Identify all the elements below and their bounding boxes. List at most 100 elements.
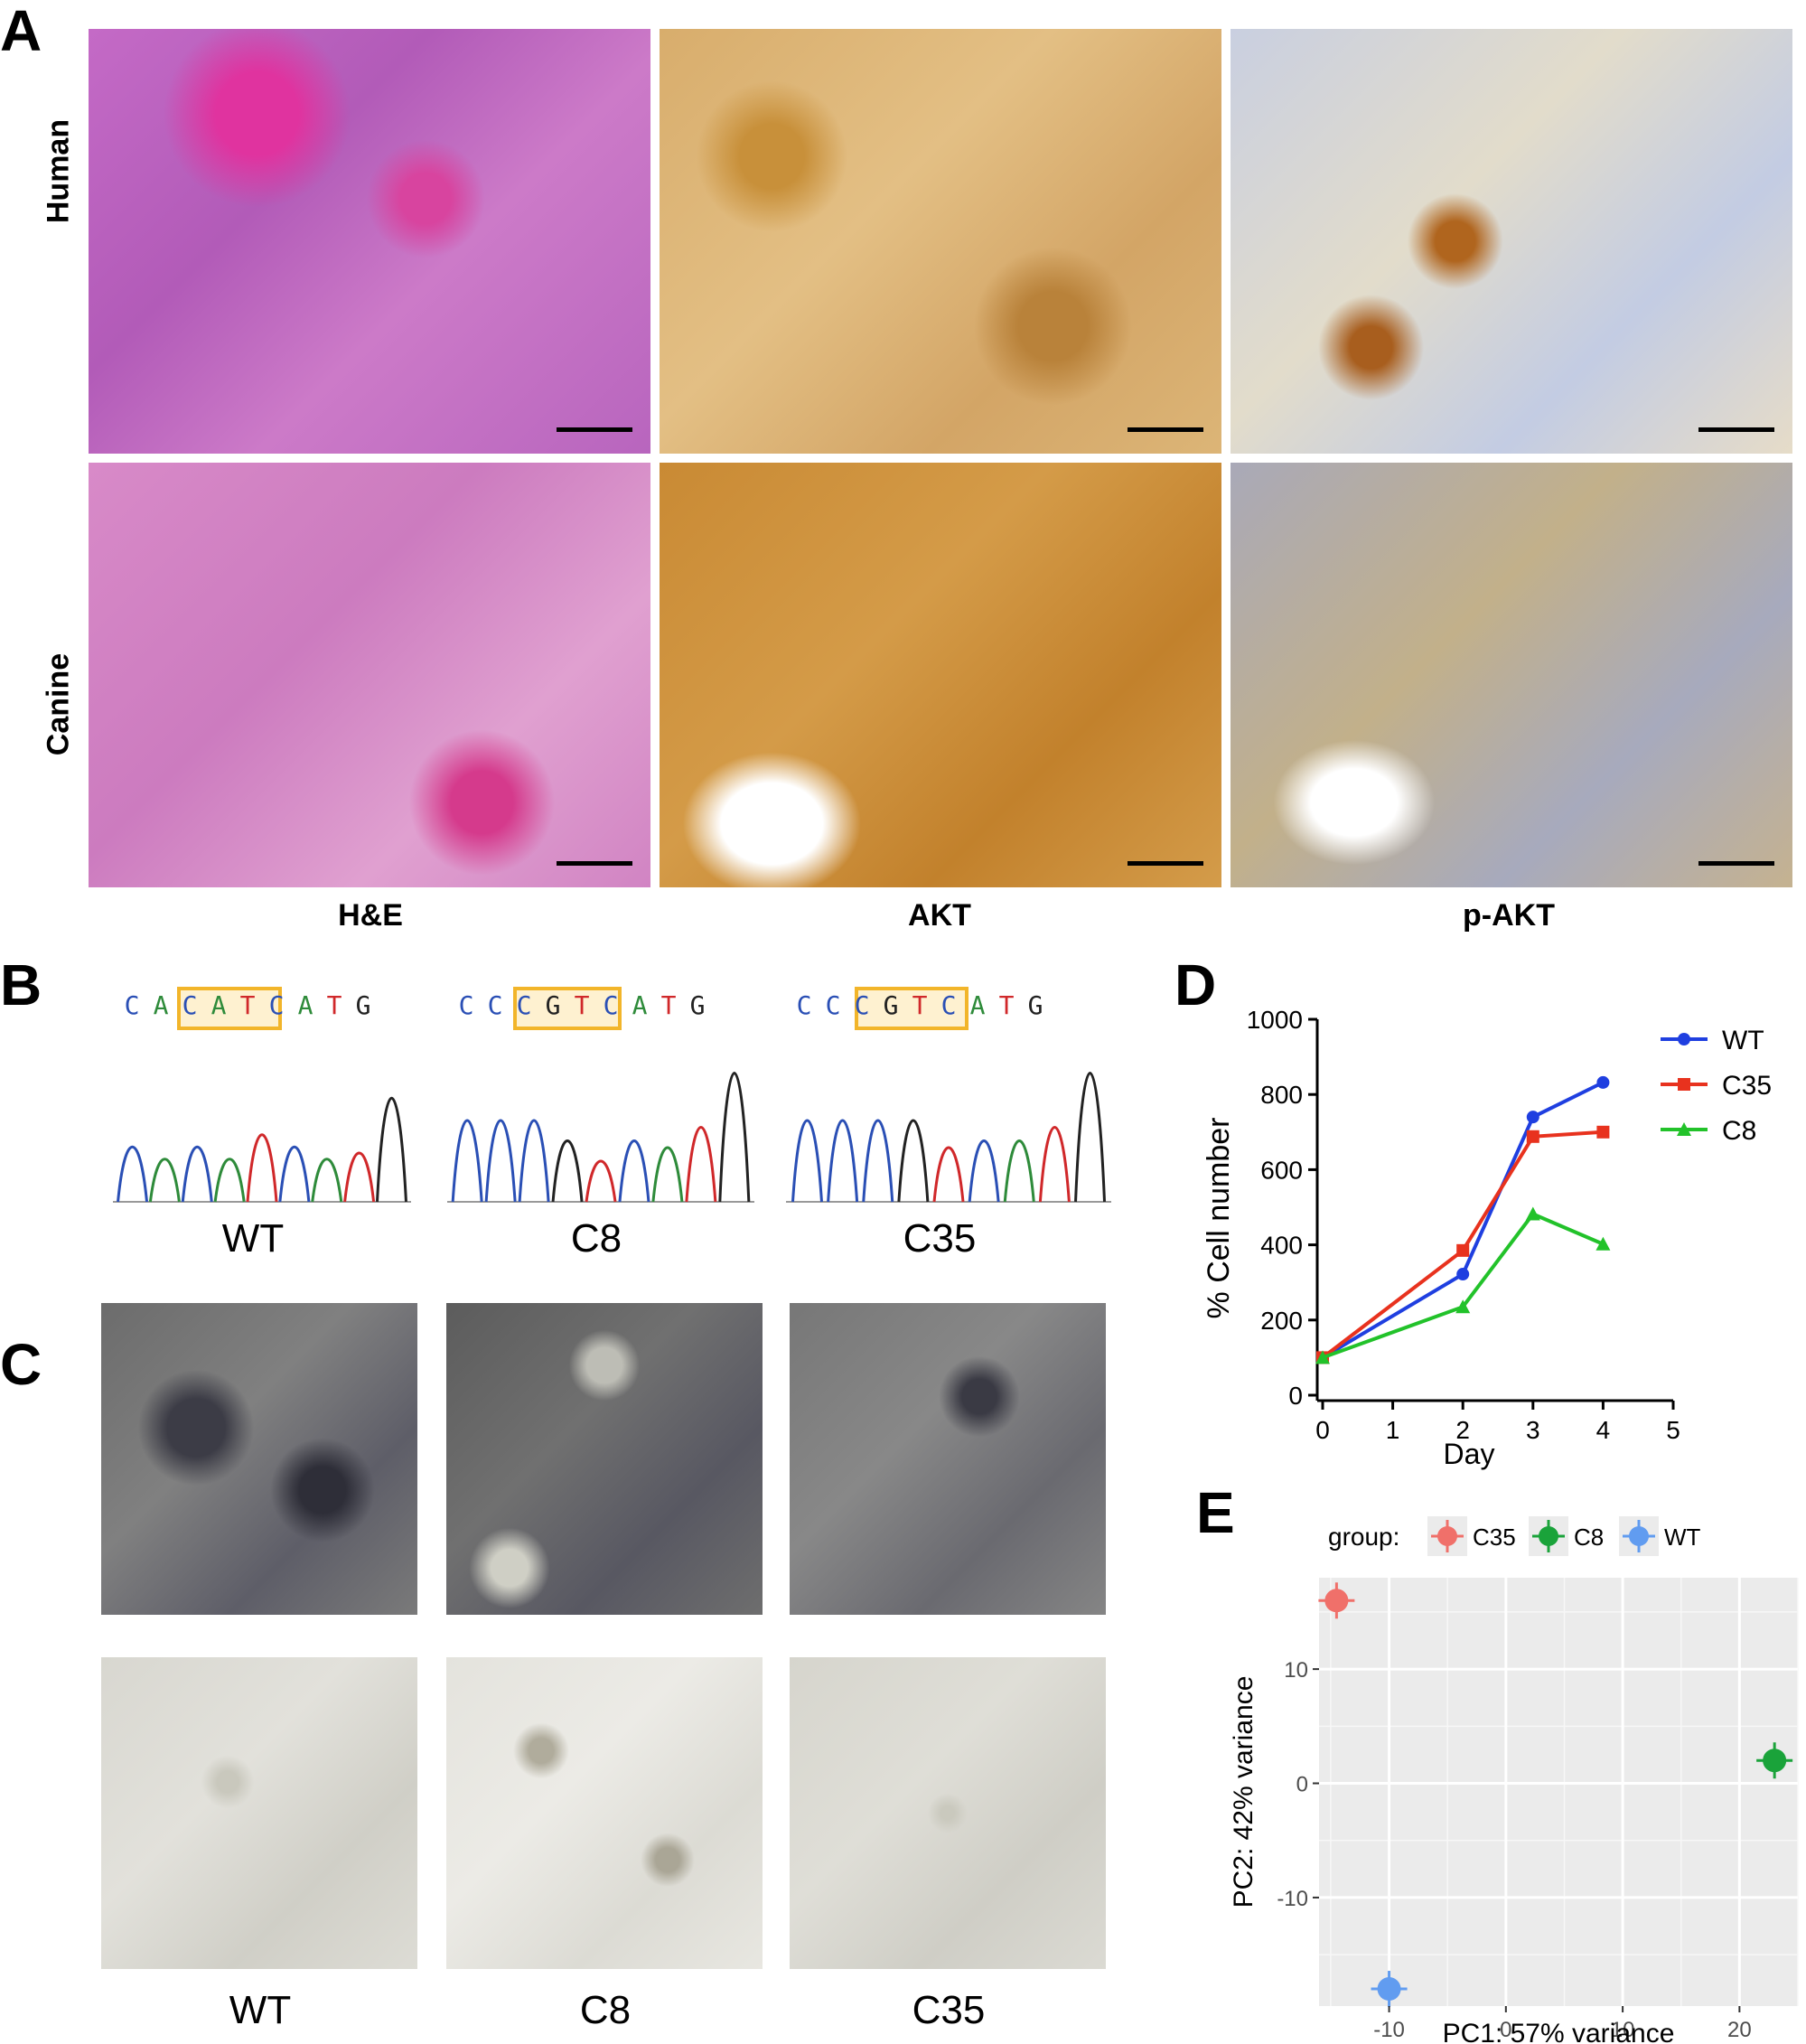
legend-marker [1678, 1033, 1690, 1045]
x-tick-label: 5 [1666, 1416, 1680, 1444]
label-wt: WT [229, 1988, 292, 2032]
series-line-wt [1321, 1081, 1605, 1360]
chromatogram-wt [113, 1096, 411, 1203]
phase-contrast-c8-top [446, 1303, 763, 1615]
mutation-highlight [177, 987, 282, 1030]
histology-human-p-akt [1231, 29, 1792, 454]
panel-letter-e: E [1196, 1480, 1235, 1545]
brightfield-wt-bottom [101, 1657, 417, 1969]
scale-bar [1128, 427, 1203, 432]
scale-bar [1698, 861, 1774, 866]
chromatogram-peak [246, 1133, 278, 1203]
legend-label-c35: C35 [1722, 1071, 1772, 1101]
data-point-wt [1526, 1111, 1539, 1124]
base-letter: G [355, 990, 371, 1020]
base-letter: C [458, 990, 474, 1020]
base-letter: C [487, 990, 503, 1020]
chromatogram-peak [148, 1158, 181, 1203]
histology-canine-akt [660, 463, 1221, 887]
data-point-wt [1377, 1977, 1401, 2002]
legend-marker [1678, 1078, 1690, 1091]
chromatogram-peak [1074, 1072, 1107, 1203]
base-letter: C [940, 990, 957, 1020]
chromatogram-peak [278, 1145, 311, 1203]
legend-key-dot [1629, 1526, 1649, 1546]
x-tick-label: 2 [1455, 1416, 1470, 1444]
y-tick-label: 800 [1260, 1081, 1303, 1109]
base-letter: C [796, 990, 812, 1020]
brightfield-c35-bottom [790, 1657, 1106, 1969]
x-tick-label: 10 [1611, 2018, 1635, 2042]
data-point-c35 [1324, 1589, 1349, 1613]
histology-human-he [89, 29, 650, 454]
chromatogram-peak [968, 1139, 1000, 1203]
base-letter: A [211, 990, 227, 1020]
chromatogram-peak [484, 1119, 517, 1203]
chromatogram-peak [685, 1126, 717, 1203]
legend-key-dot [1437, 1526, 1457, 1546]
chromatogram-c35 [786, 1072, 1111, 1203]
base-letter: T [660, 990, 677, 1020]
scale-bar [557, 427, 632, 432]
label-wt: WT [221, 1216, 285, 1261]
y-tick-label: 0 [1296, 1773, 1308, 1797]
row-label-canine: Canine [41, 652, 76, 756]
panel-letter-c: C [0, 1332, 42, 1397]
data-point-c35 [1596, 1125, 1610, 1139]
legend-title: group: [1328, 1523, 1399, 1551]
x-tick-label: 1 [1386, 1416, 1400, 1444]
chromatogram-peak [1003, 1139, 1035, 1203]
row-label-human: Human [41, 118, 76, 224]
growth-line-chart: 0 200 400 600 800 1000 0 1 2 3 4 5 WT C35 C8 Day % Ce… [1202, 1006, 1772, 1470]
base-letter: T [239, 990, 256, 1020]
base-letter: T [326, 990, 342, 1020]
series-line-c35 [1321, 1130, 1604, 1359]
data-point-wt [1456, 1268, 1470, 1281]
x-axis-label: PC1: 57% variance [1443, 2019, 1675, 2044]
scale-bar [557, 861, 632, 866]
phase-contrast-c35-top [790, 1303, 1106, 1615]
legend-marker [1677, 1122, 1691, 1136]
chromatogram-peak [213, 1158, 246, 1203]
chromatogram-peak [551, 1139, 584, 1203]
chromatogram-peak [451, 1119, 483, 1203]
base-letter: A [153, 990, 169, 1020]
base-letter: A [632, 990, 648, 1020]
x-tick-label: 4 [1596, 1416, 1611, 1444]
y-tick-label: 0 [1288, 1382, 1303, 1410]
chromatogram-peak [1038, 1126, 1071, 1203]
legend-label-c8: C8 [1722, 1116, 1756, 1146]
y-tick-label: 10 [1284, 1658, 1308, 1683]
chromatogram-peak [897, 1119, 930, 1203]
y-tick-label: 600 [1260, 1156, 1303, 1184]
base-letter: C [516, 990, 532, 1020]
data-point-c8 [1763, 1749, 1787, 1773]
plot-background [1319, 1578, 1798, 2006]
base-letter: G [883, 990, 899, 1020]
x-tick-label: 0 [1500, 2018, 1511, 2042]
panel-letter-d: D [1174, 952, 1217, 1017]
legend-label-c8: C8 [1574, 1524, 1604, 1551]
histology-human-akt [660, 29, 1221, 454]
data-point-c8 [1455, 1299, 1471, 1314]
legend-label-wt: WT [1722, 1026, 1764, 1055]
x-tick-label: 0 [1315, 1416, 1330, 1444]
mutation-highlight [855, 987, 969, 1030]
x-tick-label: -10 [1373, 2018, 1405, 2042]
panel-letter-a: A [0, 0, 42, 63]
chromatogram-peak [862, 1119, 894, 1203]
scale-bar [1128, 861, 1203, 866]
chromatogram-peak [181, 1145, 213, 1203]
chromatogram-peak [827, 1119, 859, 1203]
base-letter: C [825, 990, 841, 1020]
x-tick-label: 3 [1526, 1416, 1540, 1444]
chromatogram-peak [618, 1139, 650, 1203]
scale-bar [1698, 427, 1774, 432]
base-letter: C [268, 990, 285, 1020]
legend-label-c35: C35 [1473, 1524, 1516, 1551]
chromatogram-peak [651, 1146, 684, 1203]
base-letter: G [545, 990, 561, 1020]
chromatogram-peak [585, 1159, 617, 1203]
